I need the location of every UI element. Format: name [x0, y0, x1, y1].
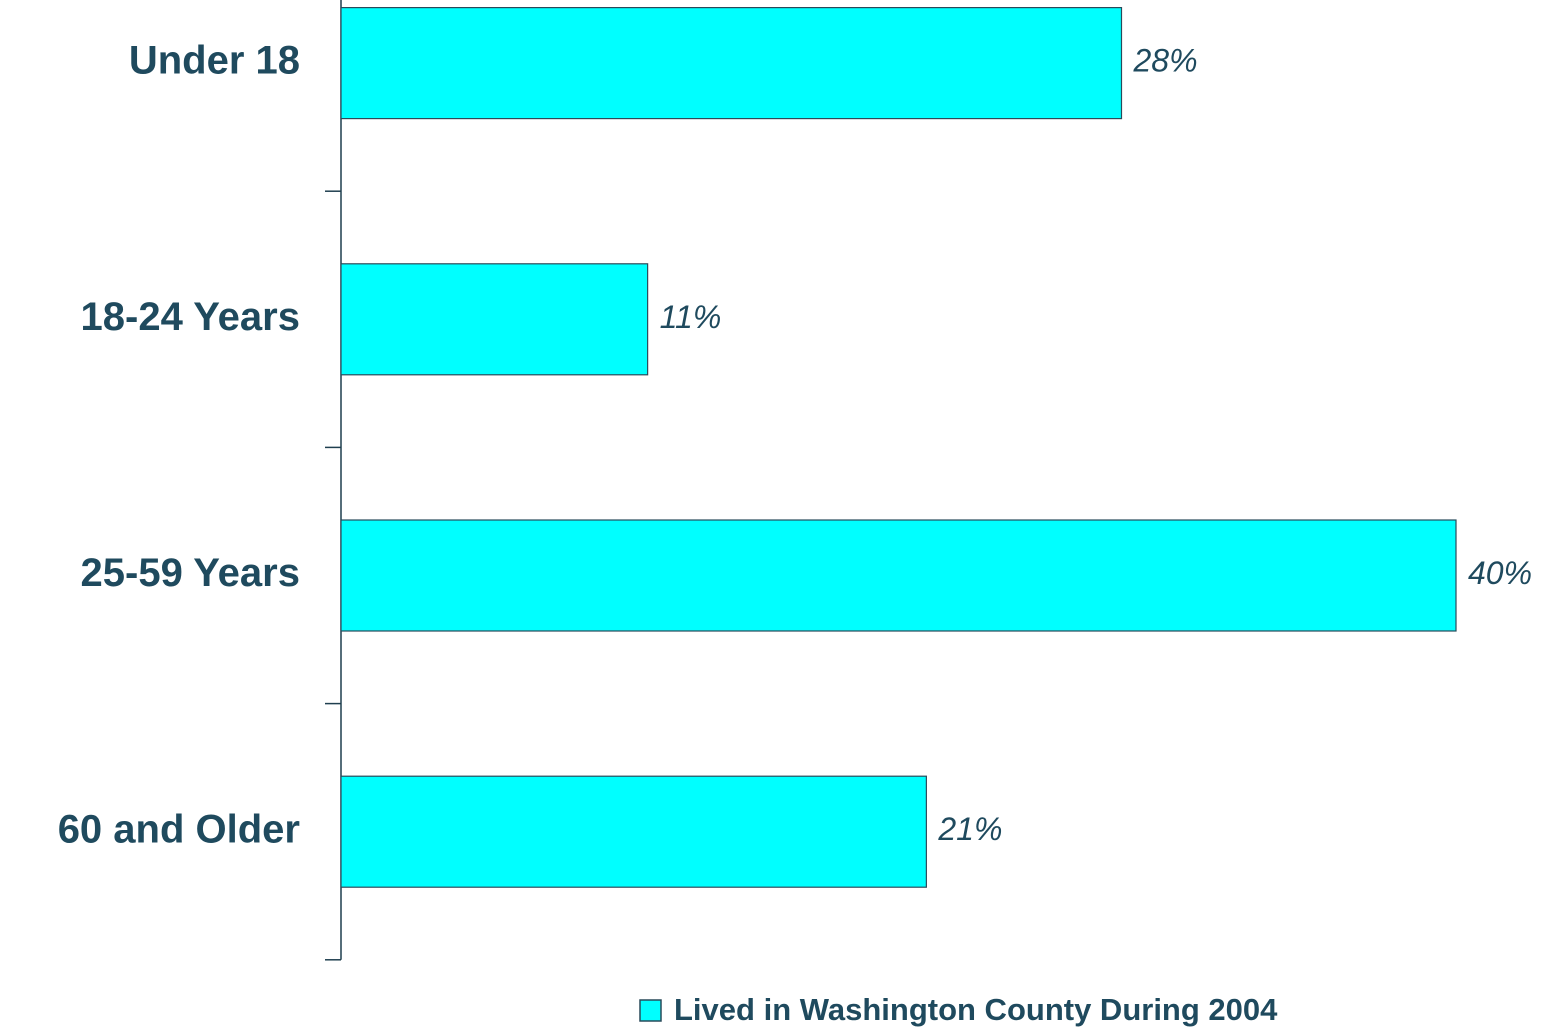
data-label: 40%	[1468, 555, 1532, 591]
y-tick-label: Under 18	[129, 39, 300, 83]
y-tick-label: 18-24 Years	[81, 295, 300, 339]
legend-label: Lived in Washington County During 2004	[674, 992, 1278, 1027]
data-label: 21%	[937, 811, 1002, 847]
data-label: 11%	[660, 299, 722, 335]
y-tick-label: 25-59 Years	[81, 551, 300, 595]
bar	[340, 263, 649, 376]
y-tick-label: 60 and Older	[58, 807, 300, 851]
data-label: 28%	[1133, 43, 1198, 79]
bar	[340, 6, 1123, 120]
legend-swatch	[639, 999, 662, 1022]
bar	[340, 775, 927, 888]
bar	[340, 519, 1457, 632]
